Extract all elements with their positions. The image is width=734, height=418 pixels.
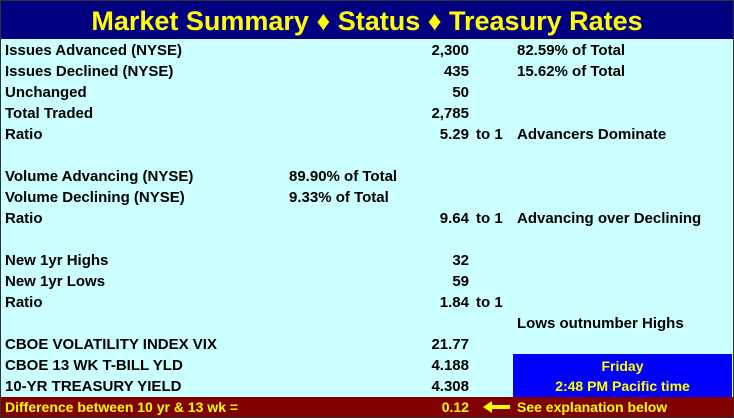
row-pct: 9.33% of Total: [289, 189, 389, 206]
row-note: 82.59% of Total: [517, 42, 626, 59]
row-value: 21.77: [431, 336, 469, 353]
row-note: Advancers Dominate: [517, 126, 667, 143]
row-value: 1.84: [439, 294, 469, 311]
row-label: Unchanged: [5, 84, 87, 101]
row-value: 59: [452, 273, 469, 290]
row-note: Advancing over Declining: [517, 210, 702, 227]
row-value: 5.29: [439, 126, 469, 143]
row-label: Total Traded: [5, 105, 94, 122]
row-value: 4.308: [431, 378, 469, 395]
row-label: Issues Declined (NYSE): [5, 63, 174, 80]
row-value: 32: [452, 252, 469, 269]
row-label: CBOE VOLATILITY INDEX VIX: [5, 336, 217, 353]
row-ratio: to 1: [476, 210, 503, 227]
row-value: 9.64: [439, 210, 469, 227]
row-value: 435: [443, 63, 469, 80]
footer-value: 0.12: [441, 399, 469, 415]
footer-label: Difference between 10 yr & 13 wk =: [5, 399, 239, 415]
row-value: 2,300: [431, 42, 469, 59]
row-label: Issues Advanced (NYSE): [5, 42, 183, 59]
row-value: 2,785: [431, 105, 469, 122]
row-note: Lows outnumber Highs: [517, 315, 684, 332]
row-value: 4.188: [431, 357, 469, 374]
day: Friday: [601, 358, 644, 374]
row-value: 50: [452, 84, 469, 101]
row-label: Volume Declining (NYSE): [5, 189, 185, 206]
row-label: Ratio: [5, 294, 43, 311]
clock-box: Friday 2:48 PM Pacific time: [513, 354, 732, 397]
arrow-icon: [483, 401, 510, 413]
title: Market Summary ♦ Status ♦ Treasury Rates: [1, 1, 733, 39]
row-ratio: to 1: [476, 126, 503, 143]
row-label: New 1yr Highs: [5, 252, 109, 269]
row-pct: 89.90% of Total: [289, 168, 398, 185]
time: 2:48 PM Pacific time: [555, 378, 690, 394]
row-label: Ratio: [5, 126, 43, 143]
row-label: New 1yr Lows: [5, 273, 106, 290]
row-note: 15.62% of Total: [517, 63, 626, 80]
row-ratio: to 1: [476, 294, 503, 311]
row-label: CBOE 13 WK T-BILL YLD: [5, 357, 183, 374]
footer-note: See explanation below: [517, 399, 668, 415]
row-label: Ratio: [5, 210, 43, 227]
row-label: 10-YR TREASURY YIELD: [5, 378, 182, 395]
row-label: Volume Advancing (NYSE): [5, 168, 194, 185]
footer-bar: Difference between 10 yr & 13 wk = 0.12 …: [1, 397, 733, 417]
